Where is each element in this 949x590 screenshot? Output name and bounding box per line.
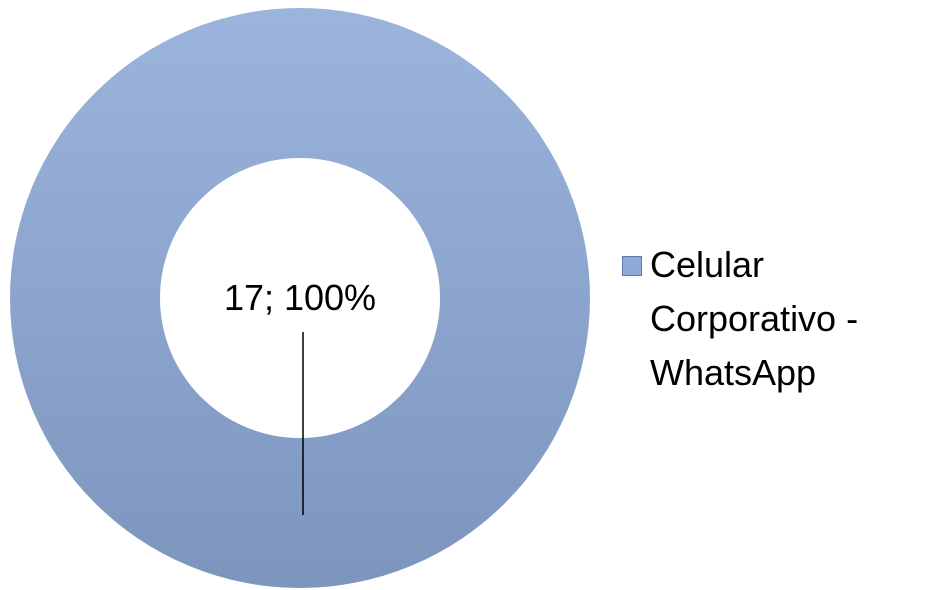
legend-label: Celular Corporativo - WhatsApp — [650, 244, 859, 393]
legend-swatch — [622, 256, 642, 276]
labels: 17; 100% — [224, 277, 376, 515]
slice-shading — [10, 8, 590, 588]
data-label: 17; 100% — [224, 277, 376, 318]
slices — [10, 8, 590, 588]
legend: Celular Corporativo - WhatsApp — [622, 238, 949, 400]
